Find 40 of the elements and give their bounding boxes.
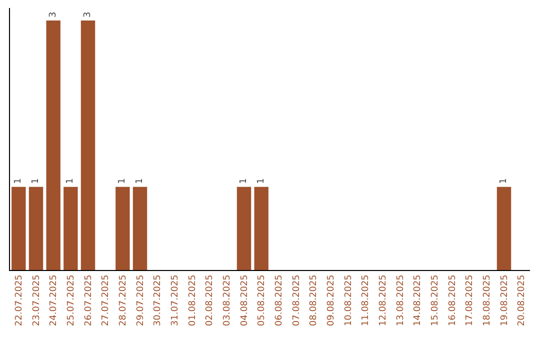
x-tick-label: 24.07.2025 (49, 274, 60, 326)
x-tick-label: 07.08.2025 (292, 274, 302, 326)
data-label: 1 (31, 178, 41, 184)
x-tick-label: 29.07.2025 (136, 274, 146, 326)
x-tick-label: 26.07.2025 (84, 274, 94, 326)
data-label: 1 (118, 178, 128, 184)
x-tick-label: 06.08.2025 (274, 274, 285, 326)
x-tick-label: 10.08.2025 (344, 274, 354, 326)
data-label: 1 (256, 178, 266, 184)
x-tick-label: 31.07.2025 (170, 274, 181, 326)
data-label: 1 (66, 178, 76, 184)
data-label: 3 (48, 12, 58, 18)
data-label: 3 (83, 12, 93, 18)
x-tick-label: 25.07.2025 (66, 274, 77, 326)
x-tick-label: 15.08.2025 (430, 274, 441, 326)
x-tick-label: 08.08.2025 (309, 274, 320, 326)
x-tick-label: 13.08.2025 (396, 274, 406, 326)
x-tick-label: 09.08.2025 (326, 274, 337, 326)
x-tick-label: 12.08.2025 (378, 274, 389, 326)
x-tick-label: 20.08.2025 (517, 274, 528, 326)
x-tick-label: 30.07.2025 (153, 274, 164, 326)
x-tick-label: 05.08.2025 (257, 274, 268, 326)
x-tick-label: 27.07.2025 (101, 274, 112, 326)
x-tick-label: 17.08.2025 (465, 274, 476, 326)
x-tick-label: 22.07.2025 (14, 274, 25, 326)
x-tick-label: 01.08.2025 (188, 274, 198, 326)
x-tick-label: 04.08.2025 (240, 274, 250, 326)
data-label: 1 (239, 178, 249, 184)
x-tick-label: 03.08.2025 (222, 274, 233, 326)
x-tick-label: 28.07.2025 (118, 274, 129, 326)
data-label: 1 (135, 178, 145, 184)
data-label: 1 (14, 178, 24, 184)
x-tick-label: 19.08.2025 (500, 274, 510, 326)
x-tick-label: 02.08.2025 (205, 274, 216, 326)
x-tick-label: 11.08.2025 (361, 274, 372, 326)
x-tick-label: 23.07.2025 (32, 274, 42, 326)
x-tick-label: 18.08.2025 (482, 274, 493, 326)
x-tick-label: 16.08.2025 (448, 274, 458, 326)
x-tick-label: 14.08.2025 (413, 274, 424, 326)
data-label: 1 (499, 178, 509, 184)
